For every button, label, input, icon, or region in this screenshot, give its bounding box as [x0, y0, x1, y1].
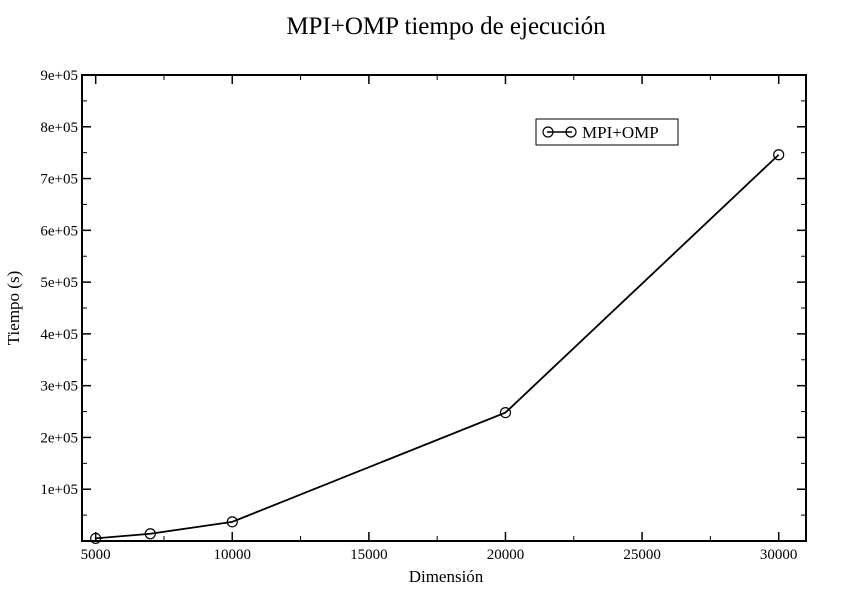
x-tick-label: 20000	[487, 547, 525, 563]
chart-title: MPI+OMP tiempo de ejecución	[286, 13, 606, 40]
data-point	[144, 528, 156, 540]
y-tick-label: 5e+05	[40, 275, 78, 291]
x-tick-label: 10000	[214, 547, 252, 563]
data-point	[226, 516, 238, 528]
legend: MPI+OMP	[535, 118, 679, 146]
series-line	[95, 154, 780, 540]
y-tick-label: 3e+05	[40, 379, 78, 395]
y-tick-label: 9e+05	[40, 68, 78, 84]
data-point	[499, 406, 512, 419]
y-tick-label: 7e+05	[40, 172, 78, 188]
y-axis-label: Tiempo (s)	[4, 271, 23, 345]
y-tick-label: 4e+05	[40, 327, 78, 343]
y-tick-label: 2e+05	[40, 430, 78, 446]
y-axis-ticks: 1e+05 2e+05 3e+05 4e+05 5e+05 6e+05 7e+05 8e+05…	[40, 68, 806, 516]
data-point	[773, 149, 785, 161]
x-tick-label: 5000	[81, 547, 111, 563]
x-tick-label: 30000	[760, 547, 798, 563]
data-point	[90, 532, 102, 545]
y-tick-label: 8e+05	[40, 120, 78, 136]
legend-label: MPI+OMP	[582, 123, 659, 142]
x-tick-label: 25000	[623, 547, 661, 563]
x-tick-label: 15000	[350, 547, 388, 563]
y-tick-label: 6e+05	[40, 223, 78, 239]
series-layer	[90, 149, 785, 545]
legend-marker-left	[542, 126, 554, 138]
y-tick-label: 1e+05	[40, 482, 78, 498]
plot-frame	[81, 74, 807, 542]
x-axis-label: Dimensión	[409, 567, 484, 586]
x-axis-ticks: 5000 10000 15000 20000 25000 30000	[81, 75, 798, 563]
legend-marker-right	[565, 126, 577, 138]
